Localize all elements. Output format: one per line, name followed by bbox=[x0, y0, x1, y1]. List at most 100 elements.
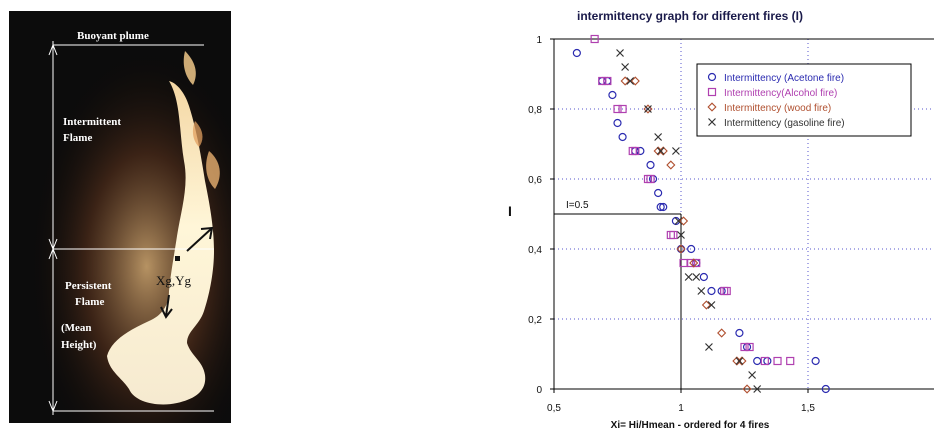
data-point-acetone bbox=[636, 146, 645, 156]
legend-marker-wood bbox=[707, 102, 717, 112]
data-point-acetone bbox=[735, 328, 744, 338]
data-point-acetone bbox=[654, 188, 663, 198]
data-point-gasoline bbox=[644, 105, 652, 113]
data-point-gasoline bbox=[656, 147, 665, 155]
data-point-gasoline bbox=[705, 343, 713, 351]
data-point-acetone bbox=[646, 160, 655, 170]
y-tick-label: 0,8 bbox=[528, 105, 542, 116]
legend-marker-acetone bbox=[707, 72, 717, 82]
label-persistent-flame: Flame bbox=[75, 296, 104, 308]
data-point-wood bbox=[701, 300, 711, 310]
arrow-up-right-icon bbox=[186, 226, 214, 252]
data-point-alcohol bbox=[760, 356, 769, 366]
label-height: Height) bbox=[61, 339, 97, 351]
data-point-acetone bbox=[603, 76, 612, 86]
data-point-acetone bbox=[753, 356, 762, 366]
data-point-acetone bbox=[821, 384, 830, 394]
data-point-wood bbox=[717, 328, 727, 338]
label-persistent: Persistent bbox=[65, 280, 112, 292]
data-point-alcohol bbox=[745, 342, 754, 352]
data-point-acetone bbox=[618, 132, 627, 142]
data-point-gasoline bbox=[677, 231, 685, 239]
chart-title: intermittency graph for different fires … bbox=[577, 9, 803, 23]
legend-box bbox=[696, 63, 912, 137]
data-point-gasoline bbox=[753, 385, 762, 393]
data-point-gasoline bbox=[697, 287, 706, 295]
data-point-alcohol bbox=[613, 104, 622, 114]
chart-legend: Intermittency (Acetone fire) Intermittenc… bbox=[696, 63, 912, 137]
data-point-wood bbox=[689, 258, 699, 268]
data-point-wood bbox=[630, 76, 640, 86]
label-buoyant-plume: Buoyant plume bbox=[77, 30, 149, 42]
label-xg-yg: Xg,Yg bbox=[156, 273, 192, 288]
arrow-down-icon bbox=[160, 294, 173, 319]
centroid-marker bbox=[175, 256, 180, 261]
data-point-acetone bbox=[659, 202, 668, 212]
data-point-gasoline bbox=[674, 217, 683, 225]
label-intermittent-flame: Flame bbox=[63, 132, 92, 144]
flame-photograph: Buoyant plume Intermittent Flame Persist… bbox=[9, 11, 231, 423]
data-point-alcohol bbox=[590, 34, 599, 44]
flame-tongue-3 bbox=[192, 121, 203, 147]
data-point-alcohol bbox=[666, 230, 675, 240]
data-point-alcohol bbox=[669, 230, 678, 240]
data-point-acetone bbox=[608, 90, 617, 100]
data-point-wood bbox=[620, 76, 630, 86]
measurement-lines bbox=[48, 41, 214, 415]
label-intermittent: Intermittent bbox=[63, 116, 121, 128]
data-point-acetone bbox=[692, 258, 701, 268]
y-tick-label: 0,4 bbox=[528, 245, 542, 256]
data-point-alcohol bbox=[631, 146, 640, 156]
legend-marker-gasoline bbox=[708, 118, 716, 126]
data-point-gasoline bbox=[707, 301, 716, 309]
data-point-acetone bbox=[656, 202, 665, 212]
data-point-alcohol bbox=[687, 258, 696, 268]
intermittency-chart: intermittency graph for different fires … bbox=[508, 9, 934, 431]
data-point-gasoline bbox=[616, 49, 624, 57]
x-tick-label: 1 bbox=[678, 403, 684, 414]
x-tick-label: 1,5 bbox=[801, 403, 815, 414]
data-point-acetone bbox=[699, 272, 708, 282]
data-point-alcohol bbox=[679, 258, 688, 268]
data-point-gasoline bbox=[626, 77, 635, 85]
data-point-gasoline bbox=[621, 63, 630, 71]
data-point-alcohol bbox=[773, 356, 782, 366]
data-point-alcohol bbox=[646, 174, 655, 184]
legend-label-gasoline: Intermittency (gasoline fire) bbox=[724, 118, 845, 129]
x-tick-label: 0,5 bbox=[547, 403, 561, 414]
label-mean: (Mean bbox=[61, 322, 92, 334]
data-point-acetone bbox=[613, 118, 622, 128]
flame-tongue-2 bbox=[206, 151, 220, 189]
data-point-acetone bbox=[687, 244, 696, 254]
data-point-alcohol bbox=[722, 286, 731, 296]
data-point-gasoline bbox=[684, 273, 693, 281]
annotation-label: I=0.5 bbox=[566, 200, 589, 211]
data-point-alcohol bbox=[740, 342, 749, 352]
data-point-alcohol bbox=[786, 356, 795, 366]
flame-tongue-1 bbox=[183, 51, 196, 85]
data-point-wood bbox=[676, 244, 686, 254]
legend-marker-alcohol bbox=[707, 87, 717, 97]
data-point-gasoline bbox=[692, 273, 701, 281]
data-point-wood bbox=[742, 384, 752, 394]
data-point-wood bbox=[658, 146, 668, 156]
legend-label-alcohol: Intermittency(Alcohol fire) bbox=[724, 88, 837, 99]
data-point-gasoline bbox=[735, 357, 744, 365]
data-point-alcohol bbox=[618, 104, 627, 114]
x-axis-label: Xi= Hi/Hmean - ordered for 4 fires bbox=[611, 420, 770, 431]
data-point-alcohol bbox=[603, 76, 612, 86]
legend-label-wood: Intermittency (wood fire) bbox=[724, 103, 831, 114]
y-tick-label: 0,6 bbox=[528, 175, 542, 186]
data-point-wood bbox=[666, 160, 676, 170]
y-tick-label: 0 bbox=[536, 385, 542, 396]
data-point-alcohol bbox=[692, 258, 701, 268]
data-point-acetone bbox=[717, 286, 726, 296]
data-point-wood bbox=[737, 356, 747, 366]
data-point-acetone bbox=[707, 286, 716, 296]
data-point-acetone bbox=[811, 356, 820, 366]
data-point-gasoline bbox=[671, 147, 680, 155]
data-point-gasoline bbox=[654, 133, 663, 141]
y-axis-label: I bbox=[508, 203, 512, 219]
data-point-acetone bbox=[572, 48, 581, 58]
legend-label-acetone: Intermittency (Acetone fire) bbox=[724, 73, 844, 84]
